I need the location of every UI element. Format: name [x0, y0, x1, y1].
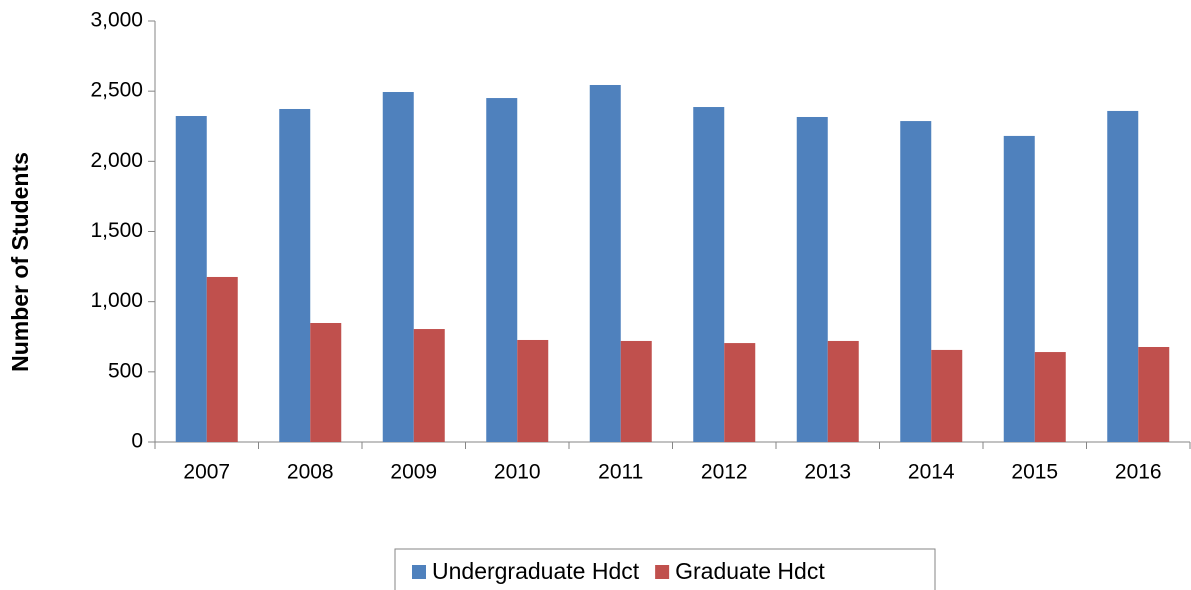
y-tick-label: 3,000	[90, 9, 143, 32]
x-tick-label: 2012	[701, 461, 748, 484]
x-tick-label: 2015	[1011, 461, 1058, 484]
legend-swatch	[655, 565, 670, 579]
x-tick-label: 2009	[390, 461, 437, 484]
x-tick-label: 2013	[804, 461, 851, 484]
bar	[589, 84, 621, 442]
y-tick-label: 0	[131, 430, 143, 453]
bar	[900, 121, 932, 442]
bar	[827, 340, 859, 442]
y-tick-label: 500	[108, 359, 143, 382]
bar	[279, 108, 311, 442]
bar	[486, 98, 518, 442]
y-tick-label: 1,500	[90, 219, 143, 242]
legend-swatch	[412, 565, 426, 579]
y-tick-label: 2,500	[90, 79, 143, 102]
y-axis-label: Number of Students	[7, 152, 33, 372]
x-tick-label: 2016	[1115, 461, 1162, 484]
bar	[1138, 346, 1170, 442]
bar	[693, 107, 725, 443]
bar	[724, 343, 756, 442]
y-tick-label: 2,000	[90, 149, 143, 172]
bar	[517, 339, 549, 442]
bar	[1107, 110, 1139, 442]
legend-label: Undergraduate Hdct	[432, 558, 640, 584]
bar	[413, 329, 445, 442]
bar	[310, 322, 342, 442]
x-tick-label: 2014	[908, 461, 955, 484]
bar	[931, 349, 963, 442]
bar	[382, 92, 414, 442]
y-tick-label: 1,000	[90, 289, 143, 312]
x-tick-label: 2011	[598, 461, 643, 484]
bar	[206, 276, 238, 442]
bar	[620, 340, 652, 442]
bar	[796, 116, 828, 442]
x-tick-label: 2007	[183, 461, 230, 484]
bar	[1003, 135, 1035, 443]
bar	[175, 116, 207, 442]
x-tick-label: 2010	[494, 461, 541, 484]
bar	[1034, 352, 1066, 442]
legend-label: Graduate Hdct	[675, 558, 825, 584]
x-tick-label: 2008	[287, 461, 334, 484]
legend-box	[394, 548, 936, 590]
